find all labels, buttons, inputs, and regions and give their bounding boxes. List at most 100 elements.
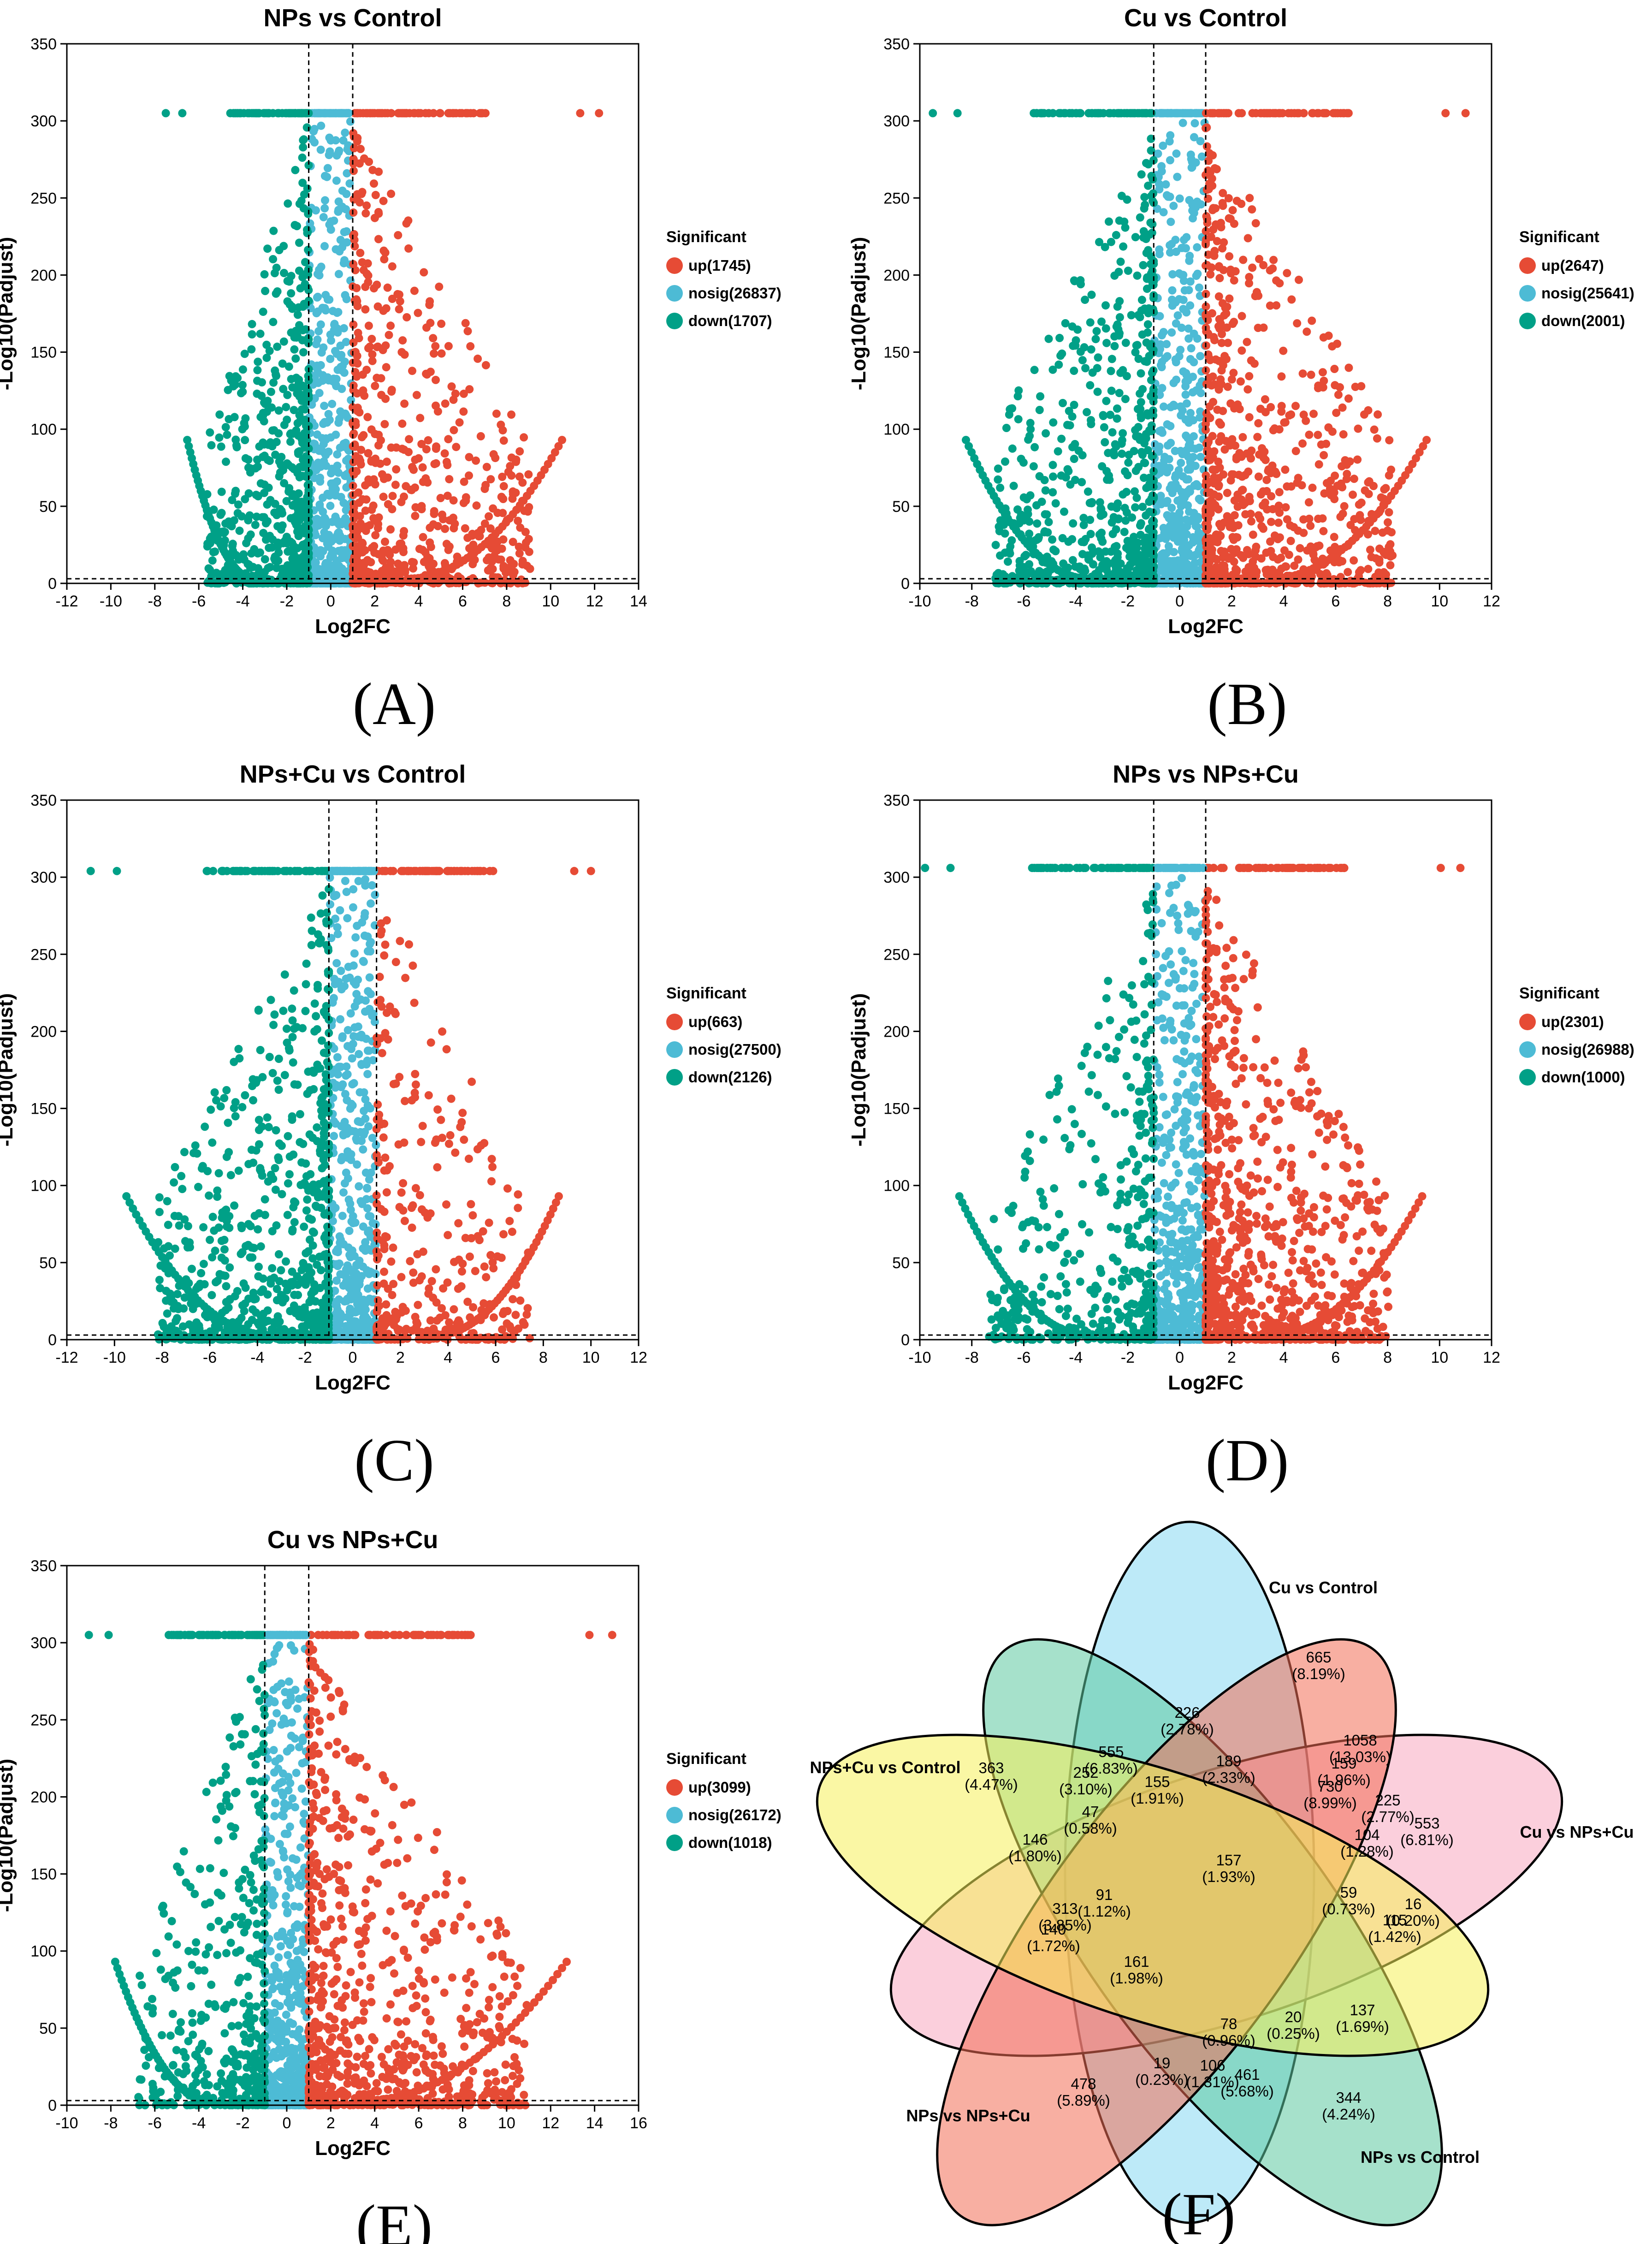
- down-point: [298, 540, 307, 549]
- down-point: [1129, 537, 1138, 546]
- up-point: [1330, 365, 1339, 373]
- up-point: [1322, 479, 1331, 487]
- up-point: [349, 166, 358, 175]
- up-point: [374, 441, 383, 450]
- legend-entry: down(2001): [1541, 312, 1625, 329]
- down-point: [1136, 313, 1144, 321]
- nosig-point: [1196, 352, 1205, 361]
- down-point: [1149, 508, 1157, 517]
- nosig-point: [1165, 455, 1173, 463]
- down-point: [1131, 348, 1140, 356]
- up-point: [1317, 440, 1326, 449]
- down-point: [994, 475, 1002, 484]
- down-point: [1048, 535, 1057, 544]
- down-point: [1036, 392, 1045, 401]
- up-point: [509, 538, 517, 546]
- nosig-point: [336, 236, 345, 244]
- up-point: [1320, 489, 1329, 498]
- up-point: [358, 547, 367, 555]
- down-point: [246, 464, 255, 473]
- down-point: [1140, 304, 1149, 313]
- y-tick-label: 250: [883, 190, 910, 207]
- up-point: [379, 493, 388, 501]
- down-point: [297, 196, 306, 205]
- down-point: [1121, 516, 1130, 525]
- up-point: [1259, 261, 1268, 269]
- up-point: [1247, 570, 1256, 579]
- x-tick-label: -8: [148, 593, 162, 610]
- up-point: [404, 244, 413, 253]
- up-point: [514, 516, 522, 525]
- down-point: [237, 109, 245, 118]
- down-point: [1070, 455, 1078, 463]
- nosig-point: [321, 451, 330, 459]
- nosig-point: [1175, 295, 1184, 303]
- down-point: [266, 563, 274, 571]
- up-point: [353, 351, 361, 360]
- down-point: [1144, 246, 1153, 255]
- up-point: [371, 454, 380, 463]
- up-point: [1243, 338, 1251, 346]
- nosig-point: [1179, 276, 1188, 285]
- nosig-point: [1158, 358, 1166, 366]
- up-point: [371, 480, 379, 489]
- up-point: [1314, 431, 1322, 439]
- up-point: [1272, 276, 1281, 285]
- down-point: [1119, 242, 1128, 251]
- up-point: [368, 109, 377, 118]
- up-point: [435, 282, 444, 291]
- nosig-point: [314, 458, 323, 467]
- down-point: [1147, 109, 1156, 118]
- nosig-point: [314, 307, 322, 316]
- up-point: [1245, 372, 1254, 380]
- down-point: [291, 354, 300, 363]
- down-point: [1029, 462, 1038, 471]
- y-tick-label: 350: [30, 36, 57, 53]
- up-point: [380, 255, 389, 264]
- up-point: [359, 266, 368, 274]
- nosig-point: [335, 415, 343, 423]
- up-point: [1277, 402, 1286, 410]
- up-point: [506, 462, 515, 470]
- up-point: [1344, 109, 1353, 118]
- down-point: [1008, 444, 1017, 453]
- up-point: [398, 419, 407, 428]
- down-point: [297, 405, 306, 414]
- down-point: [1111, 440, 1119, 449]
- up-point: [1275, 425, 1284, 434]
- x-tick-label: 0: [1175, 593, 1184, 610]
- down-point: [1041, 486, 1050, 495]
- down-point: [1140, 474, 1148, 482]
- down-point: [1101, 438, 1109, 446]
- nosig-point: [347, 396, 355, 404]
- up-point: [436, 494, 445, 502]
- up-point: [373, 374, 381, 382]
- down-point: [273, 287, 282, 296]
- nosig-point: [1179, 305, 1188, 314]
- nosig-point: [1190, 329, 1198, 338]
- nosig-point: [313, 430, 321, 439]
- nosig-point: [350, 949, 359, 958]
- up-point: [1226, 265, 1235, 274]
- up-point: [1384, 518, 1392, 527]
- down-point: [1069, 341, 1078, 350]
- up-point: [558, 436, 566, 445]
- nosig-point: [1157, 109, 1166, 118]
- up-point: [355, 499, 363, 507]
- up-point: [1308, 483, 1317, 492]
- up-point: [443, 492, 452, 500]
- down-point: [300, 300, 308, 309]
- nosig-point: [1177, 564, 1185, 573]
- nosig-point: [366, 940, 374, 948]
- up-point: [374, 235, 383, 243]
- nosig-point: [1177, 243, 1186, 252]
- down-point: [265, 109, 273, 118]
- nosig-point: [331, 1119, 340, 1128]
- down-point: [161, 109, 170, 118]
- up-point: [1251, 219, 1260, 228]
- x-tick-label: 12: [586, 593, 604, 610]
- y-axis-label: -Log10(Padjust): [847, 237, 870, 390]
- nosig-point: [343, 914, 352, 923]
- x-tick-label: 6: [1331, 593, 1340, 610]
- nosig-point: [1164, 542, 1173, 551]
